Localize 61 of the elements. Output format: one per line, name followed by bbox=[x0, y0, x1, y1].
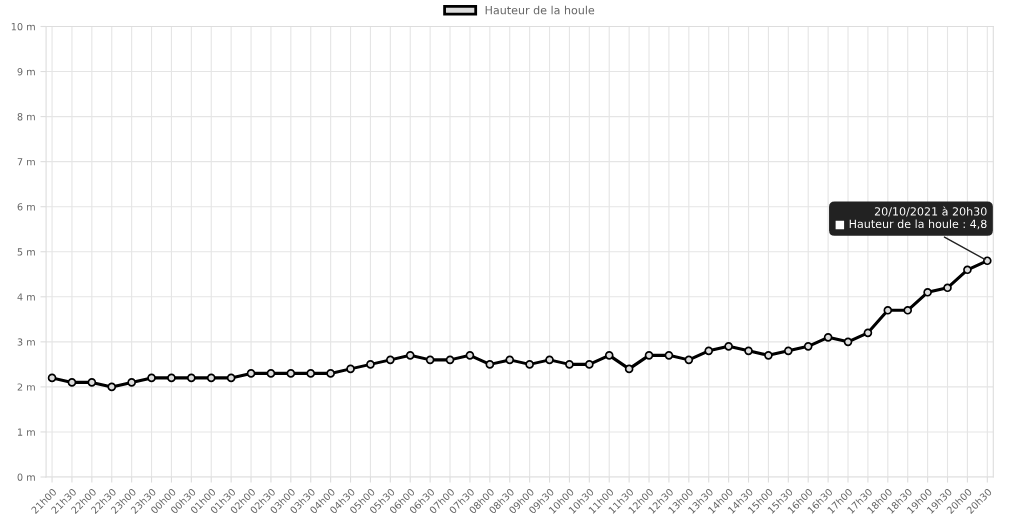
point bbox=[963, 265, 972, 275]
point bbox=[644, 351, 654, 360]
point bbox=[405, 351, 415, 360]
y-tick-label: 1 m bbox=[17, 428, 35, 436]
point bbox=[784, 346, 793, 356]
point bbox=[47, 373, 57, 383]
legend-label: Hauteur de la houle bbox=[485, 5, 595, 15]
y-tick-label: 2 m bbox=[17, 383, 35, 391]
point bbox=[724, 342, 733, 351]
y-tick-label: 6 m bbox=[17, 203, 35, 211]
point bbox=[87, 378, 97, 387]
y-tick-label: 10 m bbox=[11, 22, 35, 31]
point bbox=[983, 256, 992, 266]
point bbox=[306, 369, 316, 378]
point bbox=[266, 369, 276, 378]
point bbox=[585, 360, 594, 369]
y-tick-label: 7 m bbox=[17, 158, 35, 166]
point bbox=[823, 333, 833, 342]
point bbox=[346, 364, 355, 374]
point bbox=[127, 378, 136, 387]
y-tick-label: 0 m bbox=[17, 473, 35, 481]
point bbox=[565, 360, 574, 369]
point bbox=[107, 382, 117, 392]
point bbox=[545, 355, 554, 365]
point bbox=[206, 373, 216, 383]
point bbox=[286, 369, 296, 378]
point bbox=[764, 351, 773, 360]
point bbox=[943, 283, 952, 293]
point bbox=[465, 351, 475, 360]
point bbox=[485, 360, 495, 369]
point bbox=[187, 373, 196, 383]
point bbox=[386, 355, 395, 365]
point bbox=[147, 373, 156, 383]
point bbox=[803, 342, 813, 351]
point bbox=[67, 378, 77, 387]
point bbox=[664, 351, 674, 360]
point bbox=[923, 287, 932, 297]
point bbox=[883, 306, 893, 315]
point bbox=[704, 346, 714, 356]
y-tick-label: 8 m bbox=[17, 113, 35, 121]
y-tick-label: 5 m bbox=[17, 248, 35, 256]
point bbox=[246, 369, 256, 378]
y-tick-label: 4 m bbox=[17, 293, 35, 301]
point bbox=[744, 346, 753, 356]
point bbox=[167, 373, 176, 383]
y-tick-label: 3 m bbox=[17, 338, 35, 346]
point bbox=[684, 355, 694, 365]
point bbox=[863, 328, 873, 338]
point bbox=[604, 351, 614, 360]
point bbox=[366, 360, 375, 369]
annotation: 20/10/2021 à 20h30 ■ Hauteur de la houle : 4,8 bbox=[835, 206, 987, 230]
point bbox=[843, 337, 853, 347]
point bbox=[226, 373, 236, 383]
y-tick-label: 9 m bbox=[17, 68, 35, 76]
point bbox=[425, 355, 435, 365]
point bbox=[624, 364, 634, 374]
point bbox=[903, 306, 913, 315]
point bbox=[326, 369, 335, 378]
point bbox=[505, 355, 515, 365]
point bbox=[445, 355, 455, 365]
point bbox=[525, 360, 534, 369]
